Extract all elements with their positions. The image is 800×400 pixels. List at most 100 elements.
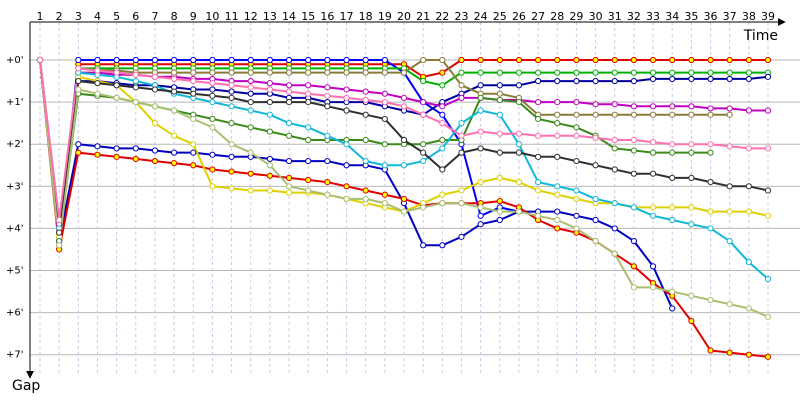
x-tick-label: 12 <box>244 10 258 23</box>
x-tick-label: 15 <box>301 10 315 23</box>
data-point <box>209 115 216 123</box>
x-tick-label: 31 <box>608 10 622 23</box>
data-point <box>707 179 714 186</box>
data-point <box>496 82 503 89</box>
data-point <box>266 80 273 87</box>
data-point <box>535 99 542 106</box>
x-tick-label: 14 <box>282 10 296 23</box>
data-point <box>209 183 216 190</box>
data-point <box>228 69 235 76</box>
data-point <box>611 250 618 257</box>
data-point <box>247 170 254 177</box>
data-point <box>477 179 484 186</box>
data-point <box>209 80 216 87</box>
y-tick-label: +1' <box>6 97 24 108</box>
data-point <box>362 88 369 95</box>
y-tick-label: +0' <box>6 55 24 66</box>
data-point <box>496 111 503 118</box>
data-point <box>247 99 254 106</box>
data-point <box>630 77 637 85</box>
data-point <box>688 103 695 110</box>
data-point <box>707 111 714 118</box>
data-point <box>439 191 446 198</box>
data-point <box>343 94 350 101</box>
data-point <box>324 132 331 139</box>
data-point <box>285 69 293 76</box>
data-point <box>726 75 733 83</box>
data-point <box>554 111 561 118</box>
data-point <box>458 149 465 156</box>
data-point <box>611 69 618 76</box>
data-point <box>649 75 657 83</box>
data-point <box>554 77 561 85</box>
data-point <box>324 84 331 91</box>
data-point <box>343 195 350 203</box>
data-point <box>458 120 465 127</box>
data-point <box>554 99 561 106</box>
data-point <box>630 103 637 110</box>
data-point <box>688 75 695 83</box>
data-point <box>75 141 82 148</box>
data-point <box>439 120 446 127</box>
data-point <box>573 187 580 194</box>
data-point <box>630 284 637 291</box>
y-tick-label: +2' <box>6 139 24 150</box>
data-point <box>439 145 446 152</box>
x-tick-label: 39 <box>761 10 775 23</box>
data-point <box>515 149 523 156</box>
data-point <box>592 134 599 141</box>
data-point <box>362 56 369 64</box>
data-point <box>496 197 503 205</box>
data-point <box>554 69 561 76</box>
data-point <box>707 69 714 76</box>
data-point <box>515 99 523 106</box>
data-point <box>535 212 542 219</box>
data-point <box>726 208 733 215</box>
data-point <box>688 174 695 181</box>
data-point <box>573 225 580 232</box>
data-point <box>477 56 484 64</box>
data-point <box>477 82 484 89</box>
x-tick-label: 29 <box>569 10 583 23</box>
data-point <box>745 75 752 83</box>
data-point <box>343 183 350 190</box>
data-point <box>381 69 388 76</box>
data-point <box>266 111 273 118</box>
data-point <box>381 162 388 169</box>
x-tick-label: 33 <box>646 10 660 23</box>
data-point <box>477 145 484 152</box>
data-point <box>726 237 733 245</box>
data-point <box>745 305 752 312</box>
data-point <box>554 132 561 139</box>
data-point <box>554 56 561 64</box>
data-point <box>515 56 523 64</box>
data-point <box>324 56 331 64</box>
data-point <box>420 99 427 106</box>
data-point <box>611 77 618 85</box>
x-tick-label: 10 <box>205 10 219 23</box>
data-point <box>630 237 637 245</box>
data-point <box>305 136 312 144</box>
data-point <box>535 77 542 85</box>
x-tick-label: 22 <box>435 10 449 23</box>
data-point <box>171 160 178 167</box>
x-tick-label: 32 <box>627 10 641 23</box>
data-point <box>132 77 139 85</box>
data-point <box>458 187 465 194</box>
data-point <box>726 56 733 64</box>
data-point <box>285 189 293 196</box>
data-point <box>764 353 772 360</box>
data-point <box>496 90 503 97</box>
data-point <box>400 208 408 215</box>
data-point <box>458 233 465 240</box>
data-point <box>190 69 197 76</box>
data-point <box>305 157 312 165</box>
data-point <box>707 149 714 156</box>
data-point <box>190 141 197 148</box>
data-point <box>247 56 254 64</box>
data-point <box>573 195 580 203</box>
data-point <box>343 69 350 76</box>
data-point <box>535 56 542 64</box>
data-point <box>285 174 293 181</box>
data-point <box>381 90 388 97</box>
